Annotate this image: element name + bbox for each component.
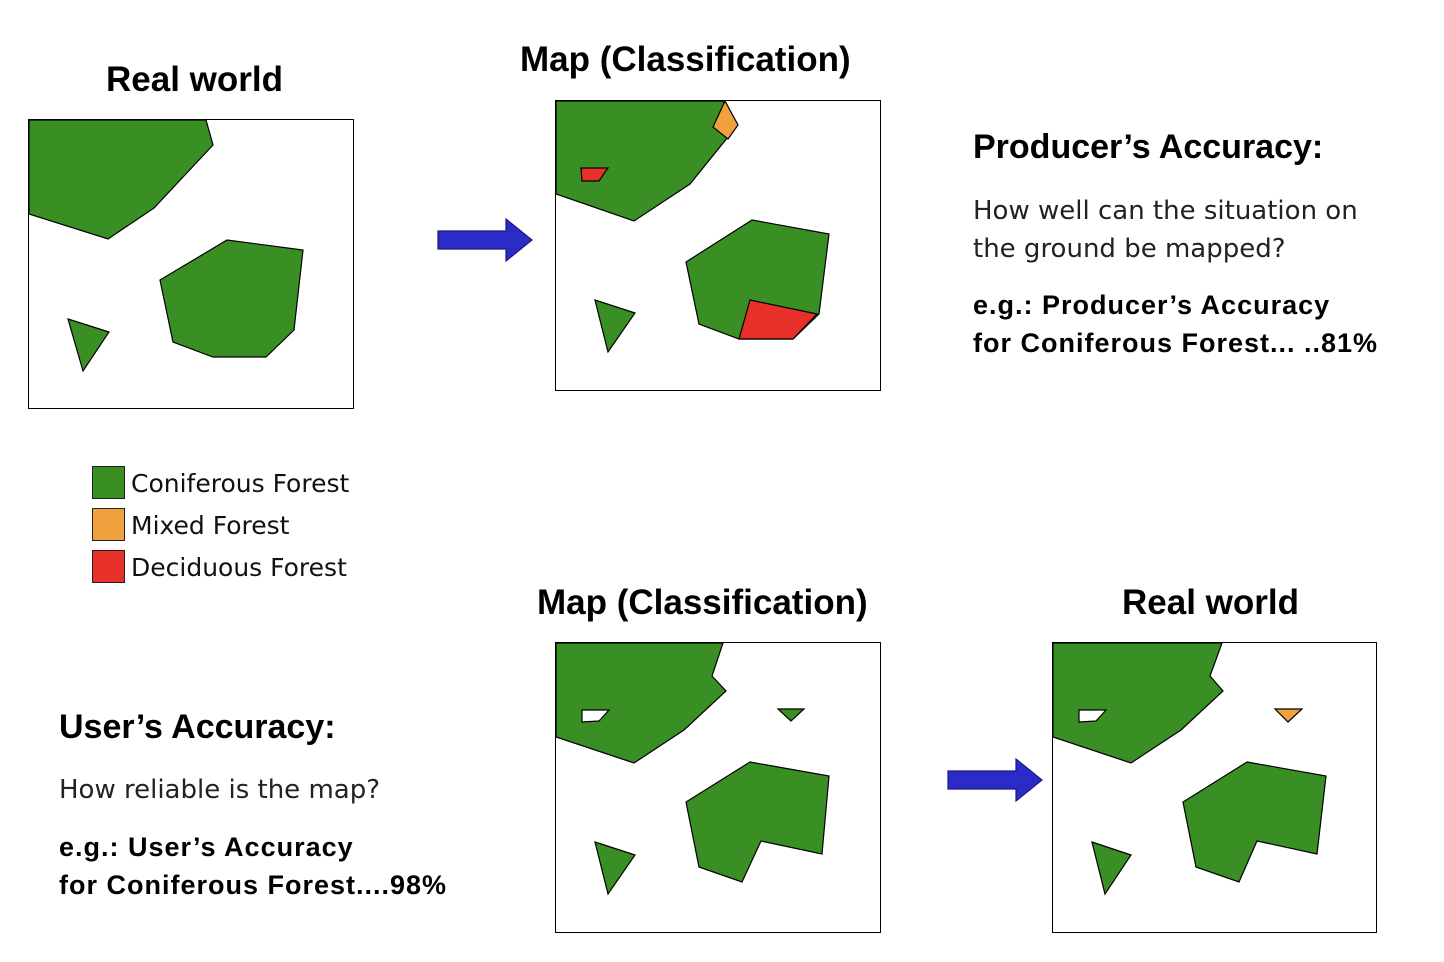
producers-example-line2: for Coniferous Forest... ..81% xyxy=(973,328,1379,358)
right-arrow-icon xyxy=(437,217,533,263)
deciduous-area xyxy=(580,167,610,182)
bottom-classification-map xyxy=(556,643,830,896)
top-map-panel xyxy=(555,100,881,391)
right-arrow-icon xyxy=(947,757,1043,803)
coniferous-area xyxy=(594,841,636,896)
coniferous-area xyxy=(594,299,636,354)
coniferous-area xyxy=(67,318,110,373)
legend-swatch-coniferous xyxy=(92,466,125,499)
producers-question-line2: the ground be mapped? xyxy=(973,234,1286,264)
legend-label-deciduous: Deciduous Forest xyxy=(131,553,347,582)
coniferous-area xyxy=(1091,841,1132,896)
unclassified-gap xyxy=(1078,709,1108,723)
top-real-world-title: Real world xyxy=(106,60,283,99)
producers-question-line1: How well can the situation on xyxy=(973,196,1358,226)
legend-swatch-deciduous xyxy=(92,550,125,583)
legend-label-coniferous: Coniferous Forest xyxy=(131,469,350,498)
coniferous-area xyxy=(1053,643,1224,764)
bottom-real-world-title: Real world xyxy=(1122,583,1299,622)
coniferous-area xyxy=(685,761,830,883)
producers-accuracy-heading: Producer’s Accuracy: xyxy=(973,128,1324,166)
coniferous-area xyxy=(159,239,304,358)
coniferous-area xyxy=(1182,761,1327,883)
mixed-area xyxy=(1273,708,1304,723)
bottom-map-panel xyxy=(555,642,881,933)
bottom-real-world-panel xyxy=(1052,642,1377,933)
users-example-line1: e.g.: User’s Accuracy xyxy=(59,832,354,862)
top-real-world-map xyxy=(29,120,304,373)
producers-accuracy-example: e.g.: Producer’s Accuracy for Coniferous… xyxy=(973,286,1378,362)
users-accuracy-question: How reliable is the map? xyxy=(59,775,381,805)
coniferous-area xyxy=(556,643,727,764)
unclassified-gap xyxy=(581,709,611,723)
bottom-map-title: Map (Classification) xyxy=(537,583,868,622)
legend-swatch-mixed xyxy=(92,508,125,541)
producers-accuracy-question: How well can the situation on the ground… xyxy=(973,192,1358,268)
top-map-title: Map (Classification) xyxy=(520,40,851,79)
coniferous-area xyxy=(776,708,806,722)
users-example-line2: for Coniferous Forest....98% xyxy=(59,870,448,900)
mixed-area xyxy=(712,101,739,140)
users-accuracy-example: e.g.: User’s Accuracy for Coniferous For… xyxy=(59,828,447,904)
users-accuracy-heading: User’s Accuracy: xyxy=(59,708,336,746)
top-real-world-panel xyxy=(28,119,354,409)
deciduous-area xyxy=(738,299,819,340)
coniferous-area xyxy=(556,101,737,222)
legend-label-mixed: Mixed Forest xyxy=(131,511,290,540)
bottom-real-world-map xyxy=(1053,643,1327,896)
top-classification-map xyxy=(556,101,830,354)
coniferous-area xyxy=(29,120,214,240)
producers-example-line1: e.g.: Producer’s Accuracy xyxy=(973,290,1331,320)
